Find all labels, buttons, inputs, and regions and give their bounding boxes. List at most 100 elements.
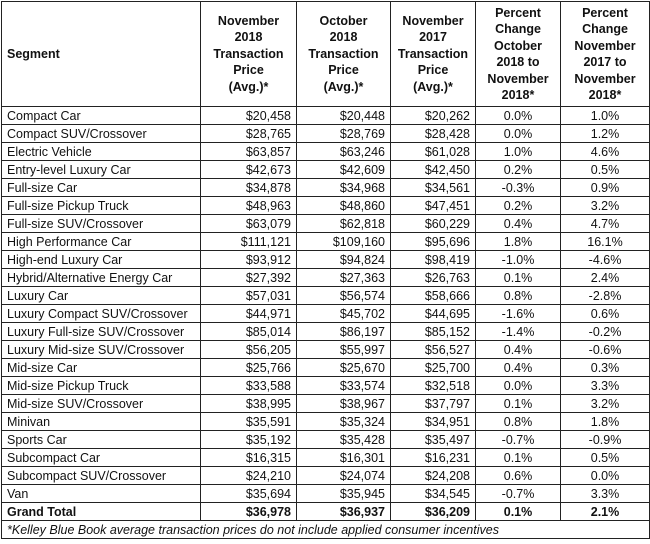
value-cell: $32,518 bbox=[390, 376, 476, 395]
header-line: Change bbox=[495, 22, 541, 36]
table-row: Luxury Compact SUV/Crossover $44,971 $45,7… bbox=[1, 304, 650, 323]
value-cell: $28,428 bbox=[390, 124, 476, 143]
value-cell: -4.6% bbox=[560, 250, 650, 269]
header-line: October bbox=[494, 38, 542, 53]
segment-cell: Full-size Car bbox=[1, 178, 201, 197]
value-cell: $42,609 bbox=[296, 160, 391, 179]
value-cell: $25,700 bbox=[390, 358, 476, 377]
header-line: 2017 to bbox=[583, 55, 627, 69]
value-cell: $85,152 bbox=[390, 322, 476, 341]
header-line: 2018 bbox=[234, 30, 263, 45]
value-cell: 2.1% bbox=[560, 502, 650, 521]
value-cell: -0.7% bbox=[475, 430, 561, 449]
column-header: November 2017 Transaction Price (Avg.)* bbox=[390, 1, 476, 107]
value-cell: $26,763 bbox=[390, 268, 476, 287]
segment-cell: High-end Luxury Car bbox=[1, 250, 201, 269]
value-cell: 0.2% bbox=[475, 160, 561, 179]
header-line: 2018* bbox=[588, 88, 622, 102]
value-cell: $56,574 bbox=[296, 286, 391, 305]
value-cell: $60,229 bbox=[390, 214, 476, 233]
value-cell: $24,208 bbox=[390, 466, 476, 485]
header-line: Price bbox=[233, 63, 264, 78]
value-cell: 3.2% bbox=[560, 394, 650, 413]
value-cell: $63,246 bbox=[296, 142, 391, 161]
header-line: Price bbox=[417, 63, 449, 78]
value-cell: $45,702 bbox=[296, 304, 391, 323]
value-cell: $35,192 bbox=[200, 430, 297, 449]
value-cell: $27,392 bbox=[200, 268, 297, 287]
table-row: Subcompact Car $16,315 $16,301 $16,231 0.1% 0… bbox=[1, 448, 650, 467]
value-cell: $86,197 bbox=[296, 322, 391, 341]
segment-cell: Minivan bbox=[1, 412, 201, 431]
header-line: 2018* bbox=[501, 88, 535, 102]
header-line: October bbox=[319, 13, 368, 28]
header-line: 2018 bbox=[329, 30, 358, 45]
value-cell: -0.9% bbox=[560, 430, 650, 449]
table-row: Luxury Car $57,031 $56,574 $58,666 0.8% -2.8% bbox=[1, 286, 650, 305]
header-line: November bbox=[574, 38, 636, 53]
value-cell: $35,428 bbox=[296, 430, 391, 449]
header-line: 2018 to bbox=[496, 55, 540, 69]
value-cell: -0.3% bbox=[475, 178, 561, 197]
value-cell: $24,210 bbox=[200, 466, 297, 485]
value-cell: $35,694 bbox=[200, 484, 297, 503]
value-cell: $38,967 bbox=[296, 394, 391, 413]
value-cell: 0.4% bbox=[475, 214, 561, 233]
value-cell: $85,014 bbox=[200, 322, 297, 341]
value-cell: -0.7% bbox=[475, 484, 561, 503]
value-cell: -0.6% bbox=[560, 340, 650, 359]
value-cell: $16,301 bbox=[296, 448, 391, 467]
table-row: Van $35,694 $35,945 $34,545 -0.7% 3.3% bbox=[1, 484, 650, 503]
value-cell: $36,937 bbox=[296, 502, 391, 521]
value-cell: -1.0% bbox=[475, 250, 561, 269]
table-body: Compact Car $20,458 $20,448 $20,262 0.0% 1.0%… bbox=[1, 106, 650, 539]
value-cell: $35,945 bbox=[296, 484, 391, 503]
value-cell: $56,527 bbox=[390, 340, 476, 359]
value-cell: 3.2% bbox=[560, 196, 650, 215]
value-cell: 0.1% bbox=[475, 502, 561, 521]
value-cell: $109,160 bbox=[296, 232, 391, 251]
segment-cell: Van bbox=[1, 484, 201, 503]
segment-cell: Full-size Pickup Truck bbox=[1, 196, 201, 215]
value-cell: $35,591 bbox=[200, 412, 297, 431]
header-line: (Avg.)* bbox=[228, 79, 269, 94]
value-cell: $36,209 bbox=[390, 502, 476, 521]
segment-cell: High Performance Car bbox=[1, 232, 201, 251]
value-cell: 0.1% bbox=[475, 394, 561, 413]
value-cell: $36,978 bbox=[200, 502, 297, 521]
value-cell: 16.1% bbox=[560, 232, 650, 251]
value-cell: $42,673 bbox=[200, 160, 297, 179]
value-cell: 1.2% bbox=[560, 124, 650, 143]
value-cell: 1.8% bbox=[560, 412, 650, 431]
footnote: *Kelley Blue Book average transaction pr… bbox=[1, 520, 650, 539]
value-cell: 0.8% bbox=[475, 412, 561, 431]
value-cell: 0.4% bbox=[475, 358, 561, 377]
column-header: October 2018 Transaction Price (Avg.)* bbox=[296, 1, 391, 107]
table-row: Minivan $35,591 $35,324 $34,951 0.8% 1.8% bbox=[1, 412, 650, 431]
value-cell: $58,666 bbox=[390, 286, 476, 305]
header-line: 2017 bbox=[419, 30, 447, 45]
value-cell: 4.6% bbox=[560, 142, 650, 161]
table-row: Entry-level Luxury Car $42,673 $42,609 $42,… bbox=[1, 160, 650, 179]
segment-cell: Grand Total bbox=[1, 502, 201, 521]
table-row: Full-size Pickup Truck $48,963 $48,860 $47,… bbox=[1, 196, 650, 215]
value-cell: $33,588 bbox=[200, 376, 297, 395]
table-row: Electric Vehicle $63,857 $63,246 $61,028 1.0… bbox=[1, 142, 650, 161]
segment-cell: Full-size SUV/Crossover bbox=[1, 214, 201, 233]
value-cell: $28,769 bbox=[296, 124, 391, 143]
value-cell: $16,315 bbox=[200, 448, 297, 467]
value-cell: $20,458 bbox=[200, 106, 297, 125]
header-line: November bbox=[217, 13, 280, 28]
segment-cell: Compact SUV/Crossover bbox=[1, 124, 201, 143]
value-cell: $63,857 bbox=[200, 142, 297, 161]
segment-cell: Entry-level Luxury Car bbox=[1, 160, 201, 179]
value-cell: $111,121 bbox=[200, 232, 297, 251]
value-cell: 0.4% bbox=[475, 340, 561, 359]
segment-cell: Luxury Full-size SUV/Crossover bbox=[1, 322, 201, 341]
table-row: Luxury Full-size SUV/Crossover $85,014 $86… bbox=[1, 322, 650, 341]
value-cell: $94,824 bbox=[296, 250, 391, 269]
header-line: Transaction bbox=[397, 46, 469, 61]
segment-cell: Luxury Compact SUV/Crossover bbox=[1, 304, 201, 323]
value-cell: $44,695 bbox=[390, 304, 476, 323]
segment-cell: Electric Vehicle bbox=[1, 142, 201, 161]
